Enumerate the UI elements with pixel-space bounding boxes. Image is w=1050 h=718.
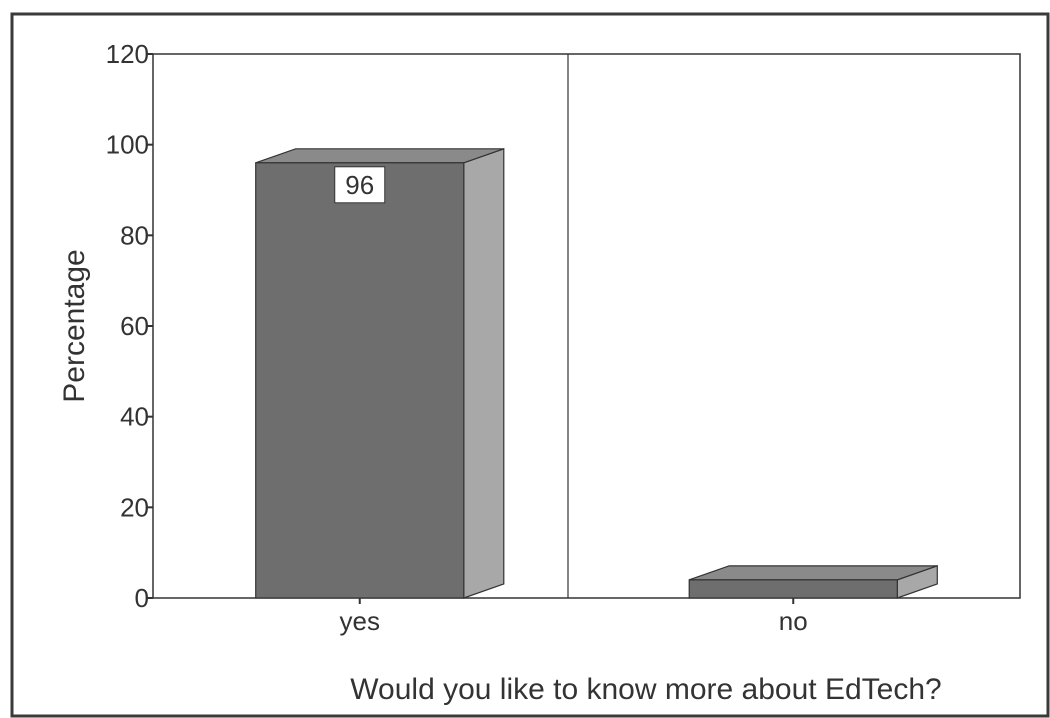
bars-group: 96	[255, 147, 938, 599]
y-tick-label: 100	[106, 130, 149, 160]
bar-top	[255, 148, 504, 164]
y-tick-label: 0	[135, 583, 149, 613]
bar-yes: 96	[255, 147, 505, 599]
bar-front	[255, 162, 465, 599]
bar-side	[463, 147, 505, 599]
y-axis-title: Percentage	[58, 249, 91, 402]
y-axis: 0 20 40 60 80 100 120	[106, 39, 153, 613]
y-tick-label: 120	[106, 39, 149, 69]
data-label: 96	[345, 170, 374, 200]
x-tick-label: yes	[340, 606, 380, 636]
x-axis: yes no	[340, 598, 808, 636]
x-tick-label: no	[779, 606, 808, 636]
y-tick-label: 80	[120, 220, 149, 250]
y-tick-label: 40	[120, 402, 149, 432]
x-axis-title: Would you like to know more about EdTech…	[350, 673, 941, 706]
outer-border	[10, 12, 1050, 718]
bar-front	[688, 579, 898, 599]
y-tick-label: 20	[120, 492, 149, 522]
bar-no	[688, 565, 938, 599]
data-label-box	[334, 166, 386, 204]
y-tick-label: 60	[120, 311, 149, 341]
bar-top	[689, 565, 938, 581]
